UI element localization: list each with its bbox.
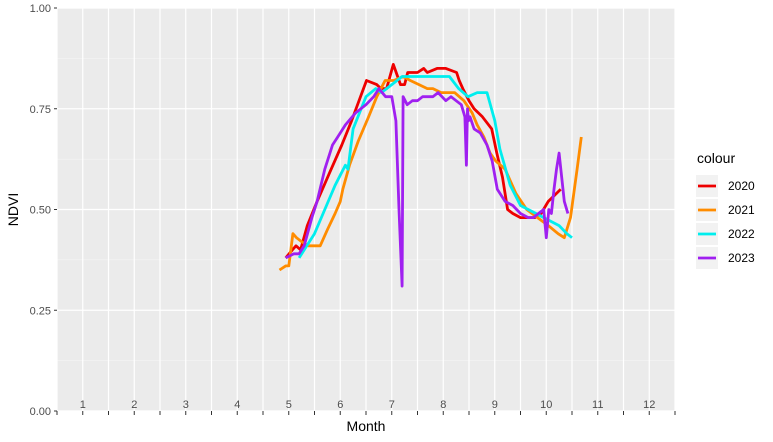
month-label: 8 bbox=[440, 399, 446, 411]
month-label: 10 bbox=[540, 399, 552, 411]
month-label: 5 bbox=[286, 399, 292, 411]
y-axis-title: NDVI bbox=[5, 193, 21, 226]
y-tick-label: 0.75 bbox=[30, 104, 51, 116]
month-labels: 1 2 3 4 5 6 7 8 9 10 11 12 bbox=[80, 399, 656, 411]
legend: colour 2020 2021 2022 2023 bbox=[696, 150, 755, 269]
y-axis: 0.00 0.25 0.50 0.75 1.00 bbox=[30, 3, 57, 418]
series-line-2022 bbox=[297, 75, 573, 259]
month-label: 9 bbox=[492, 399, 498, 411]
legend-label: 2021 bbox=[728, 203, 755, 217]
x-axis bbox=[56, 411, 676, 415]
month-label: 3 bbox=[183, 399, 189, 411]
series-line-2023 bbox=[285, 87, 570, 288]
legend-title: colour bbox=[697, 150, 735, 166]
month-label: 1 bbox=[80, 399, 86, 411]
y-tick-label: 0.00 bbox=[30, 406, 51, 418]
month-label: 12 bbox=[643, 399, 655, 411]
y-tick-label: 0.25 bbox=[30, 305, 51, 317]
series-lines bbox=[278, 63, 583, 288]
x-axis-title: Month bbox=[347, 418, 386, 434]
legend-label: 2020 bbox=[728, 179, 755, 193]
month-label: 7 bbox=[389, 399, 395, 411]
legend-label: 2022 bbox=[728, 227, 755, 241]
month-label: 6 bbox=[337, 399, 343, 411]
series-line-2020 bbox=[284, 63, 562, 259]
month-label: 11 bbox=[592, 399, 603, 411]
y-tick-label: 0.50 bbox=[30, 205, 51, 217]
legend-label: 2023 bbox=[728, 251, 755, 265]
month-label: 2 bbox=[131, 399, 137, 411]
y-tick-label: 1.00 bbox=[30, 3, 51, 15]
month-label: 4 bbox=[234, 399, 240, 411]
